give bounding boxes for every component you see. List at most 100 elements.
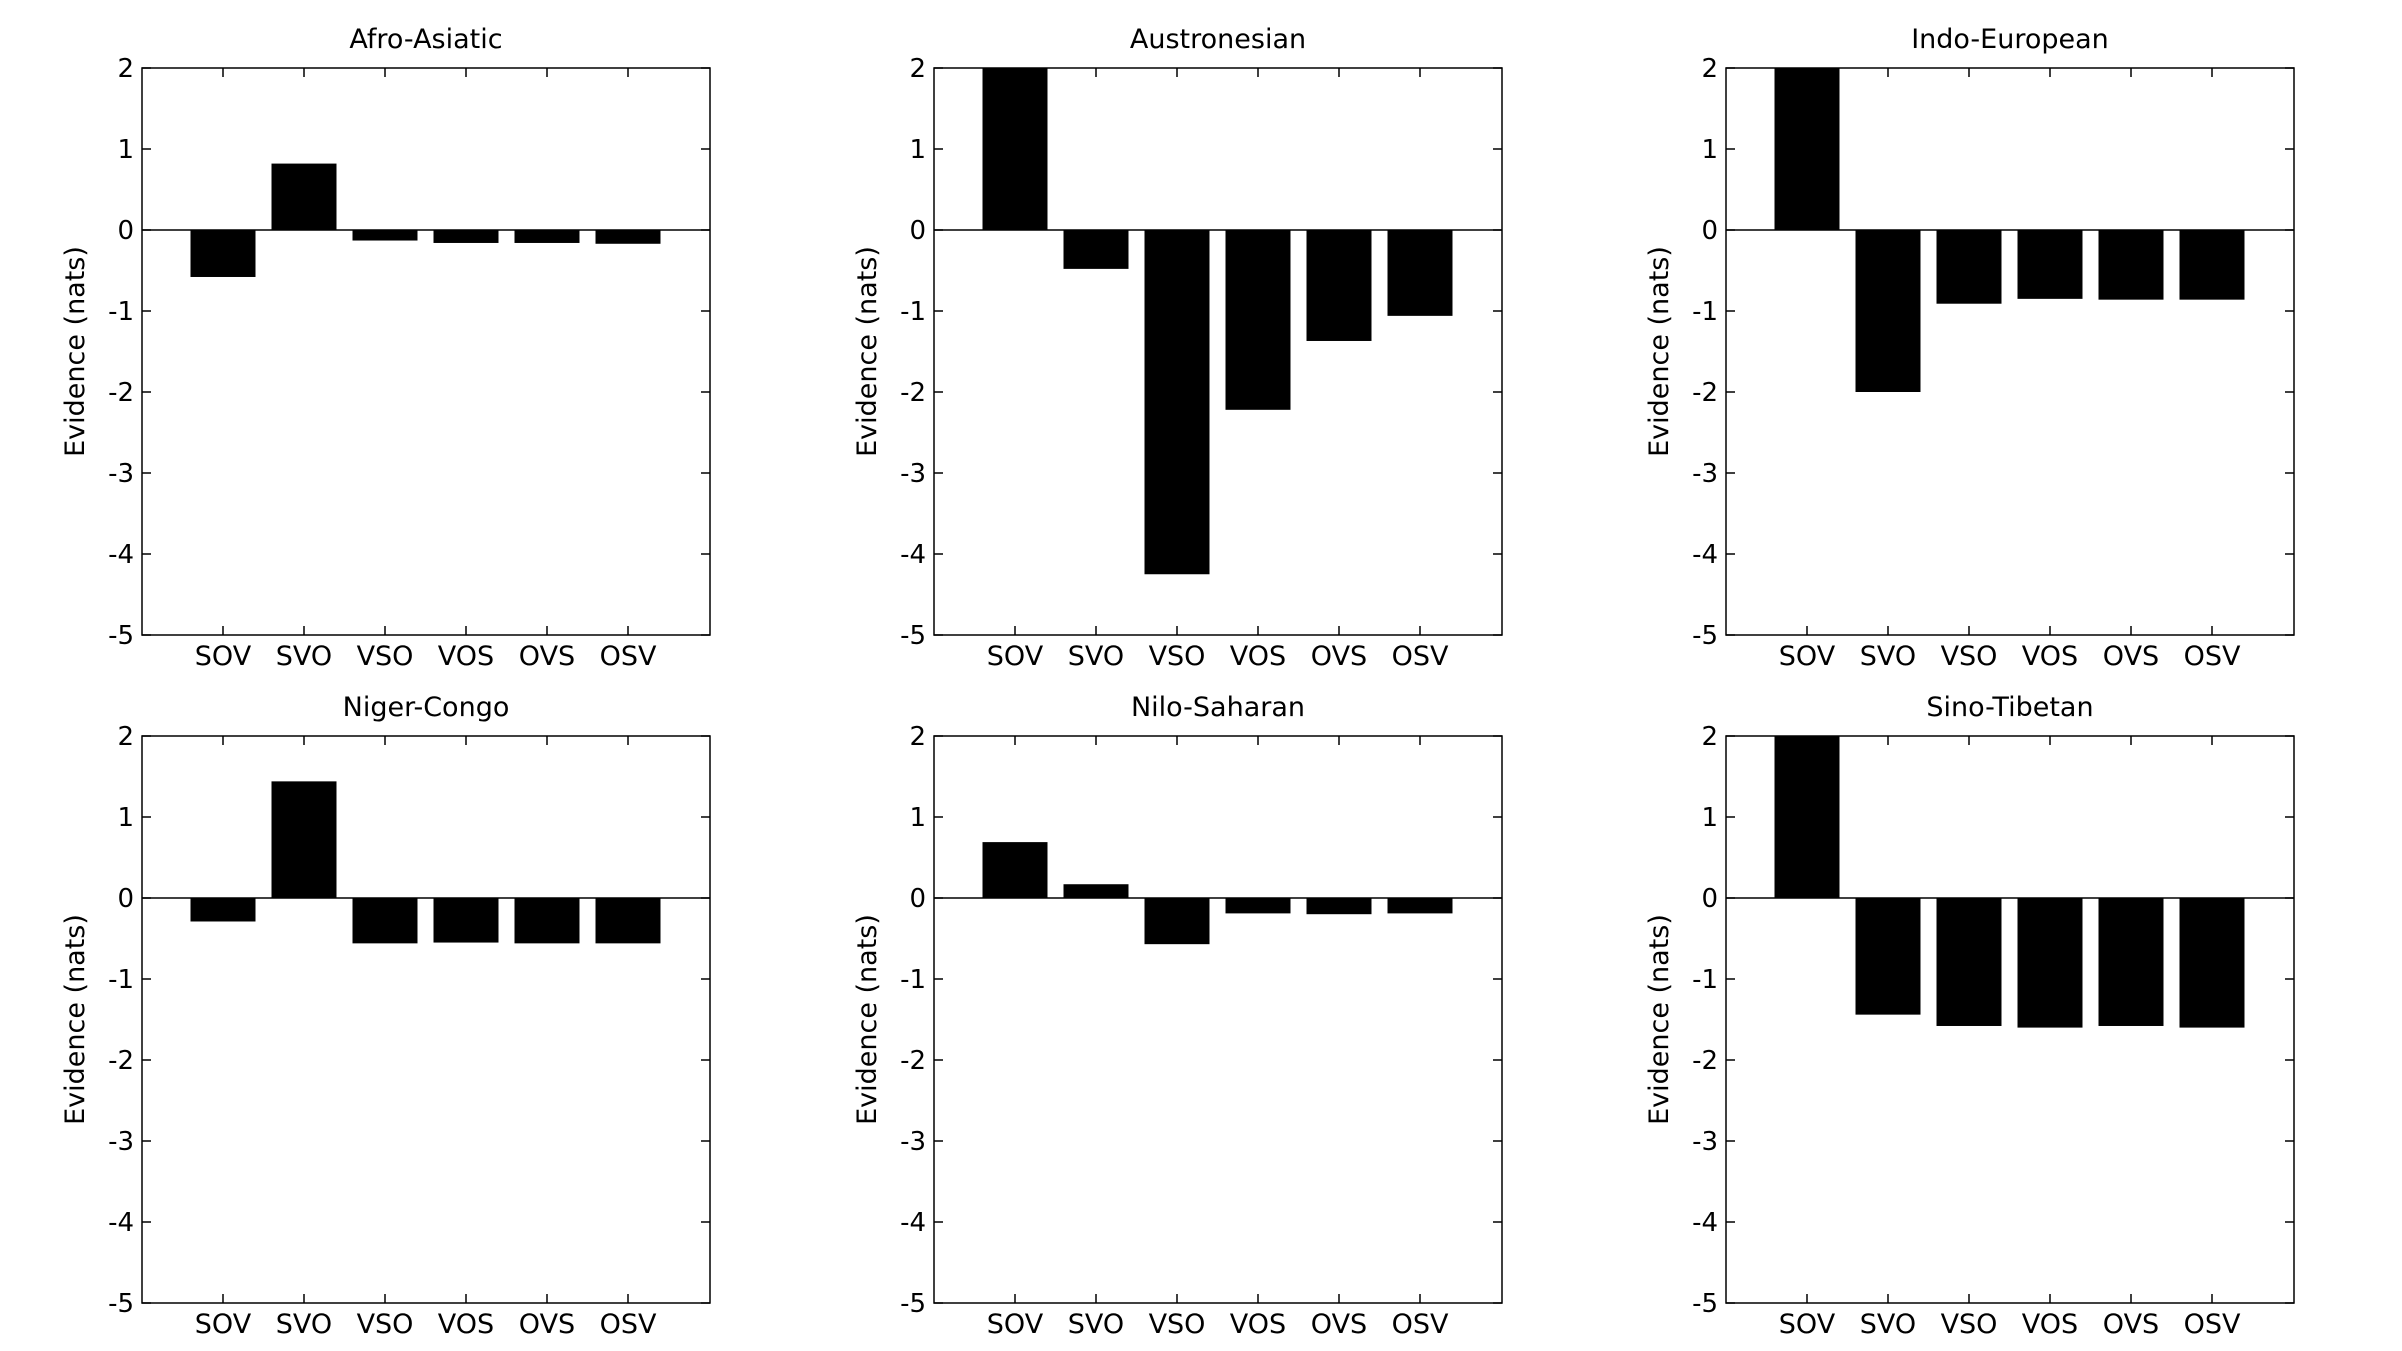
y-tick-label: -5 <box>900 621 926 651</box>
chart-panel: Austronesian 2 1 0 -1 -2 -3 -4 -5 SOV SVO VSO VOS OVS… <box>852 24 1503 672</box>
y-tick-label: -4 <box>108 1208 134 1238</box>
x-tick-label: SVO <box>276 641 332 672</box>
axes-box <box>141 67 711 636</box>
x-tick-label: VSO <box>1149 1309 1206 1340</box>
y-tick-label: 1 <box>1701 135 1718 165</box>
chart-panel: Afro-Asiatic 2 1 0 -1 -2 -3 -4 -5 SOV SVO VSO VOS OVS… <box>60 24 711 672</box>
bar <box>982 68 1048 230</box>
y-tick-label: 0 <box>909 884 926 914</box>
y-tick-label: -3 <box>1692 459 1718 489</box>
axes-box <box>933 735 1503 1304</box>
bar <box>1936 230 2002 304</box>
bar <box>1063 884 1129 898</box>
bar <box>2098 230 2164 300</box>
y-tick-label: -4 <box>108 540 134 570</box>
y-axis-label: Evidence (nats) <box>60 246 91 457</box>
bar <box>352 898 418 944</box>
bar <box>2179 230 2245 300</box>
bar <box>1306 230 1372 341</box>
y-tick-label: 2 <box>909 54 926 84</box>
y-tick-label: 2 <box>117 54 134 84</box>
bar <box>190 898 256 922</box>
chart-title: Afro-Asiatic <box>349 24 502 55</box>
chart-panel: Niger-Congo 2 1 0 -1 -2 -3 -4 -5 SOV SVO VSO VOS OVS O… <box>60 692 711 1340</box>
x-tick-label: SVO <box>276 1309 332 1340</box>
bar <box>1063 230 1129 269</box>
x-tick-label: OSV <box>600 641 657 672</box>
y-tick-label: -4 <box>1692 540 1718 570</box>
chart-title: Indo-European <box>1911 24 2109 55</box>
bar <box>1936 898 2002 1026</box>
bar <box>352 230 418 241</box>
y-tick-label: -2 <box>1692 378 1718 408</box>
x-tick-label: SOV <box>987 1309 1044 1340</box>
bar <box>1225 898 1291 914</box>
y-tick-label: -1 <box>900 965 926 995</box>
axes-box <box>1725 735 2295 1304</box>
y-tick-label: -3 <box>108 459 134 489</box>
bar <box>190 230 256 277</box>
y-axis-label: Evidence (nats) <box>852 246 883 457</box>
x-tick-label: SOV <box>195 1309 252 1340</box>
y-tick-label: 0 <box>117 216 134 246</box>
x-tick-label: VOS <box>438 1309 494 1340</box>
bar <box>2017 230 2083 299</box>
x-tick-label: OVS <box>519 641 575 672</box>
y-tick-label: -5 <box>108 1289 134 1319</box>
bar <box>2098 898 2164 1026</box>
x-tick-label: SOV <box>1779 1309 1836 1340</box>
chart-panel: Nilo-Saharan 2 1 0 -1 -2 -3 -4 -5 SOV SVO VSO VOS OVS… <box>852 692 1503 1340</box>
x-tick-label: OVS <box>1311 641 1367 672</box>
x-tick-label: SVO <box>1068 641 1124 672</box>
bar <box>433 898 499 943</box>
y-tick-label: -5 <box>900 1289 926 1319</box>
x-tick-label: OVS <box>2103 641 2159 672</box>
x-tick-label: SOV <box>195 641 252 672</box>
bar <box>514 230 580 243</box>
bar <box>2179 898 2245 1028</box>
y-tick-label: 1 <box>117 803 134 833</box>
y-tick-label: 2 <box>1701 54 1718 84</box>
y-tick-label: -4 <box>900 540 926 570</box>
x-tick-label: OSV <box>2184 1309 2241 1340</box>
x-tick-label: VSO <box>357 641 414 672</box>
y-tick-label: 1 <box>909 803 926 833</box>
bar <box>1225 230 1291 410</box>
chart-title: Niger-Congo <box>343 692 510 723</box>
bar <box>271 163 337 230</box>
y-tick-label: -1 <box>1692 965 1718 995</box>
axes-box <box>933 67 1503 636</box>
y-tick-label: 2 <box>117 722 134 752</box>
x-tick-label: SOV <box>987 641 1044 672</box>
bar <box>1774 736 1840 898</box>
y-axis-label: Evidence (nats) <box>1644 246 1675 457</box>
x-tick-label: VSO <box>1941 1309 1998 1340</box>
y-tick-label: -2 <box>108 378 134 408</box>
chart-panel: Indo-European 2 1 0 -1 -2 -3 -4 -5 SOV SVO VSO VOS OV… <box>1644 24 2295 672</box>
x-tick-label: OSV <box>600 1309 657 1340</box>
x-tick-label: SVO <box>1068 1309 1124 1340</box>
axes-box <box>1725 67 2295 636</box>
x-tick-label: OVS <box>1311 1309 1367 1340</box>
x-tick-label: SVO <box>1860 641 1916 672</box>
y-tick-label: -1 <box>1692 297 1718 327</box>
axes-box <box>141 735 711 1304</box>
chart-title: Nilo-Saharan <box>1131 692 1305 723</box>
y-tick-label: 1 <box>117 135 134 165</box>
y-tick-label: 1 <box>1701 803 1718 833</box>
y-tick-label: -3 <box>900 459 926 489</box>
x-tick-label: VOS <box>2022 641 2078 672</box>
y-tick-label: -5 <box>1692 1289 1718 1319</box>
bar <box>1855 898 1921 1015</box>
x-tick-label: VOS <box>1230 641 1286 672</box>
x-tick-label: OVS <box>519 1309 575 1340</box>
bar <box>2017 898 2083 1028</box>
x-tick-label: SVO <box>1860 1309 1916 1340</box>
y-tick-label: -2 <box>108 1046 134 1076</box>
y-tick-label: -1 <box>108 965 134 995</box>
y-axis-label: Evidence (nats) <box>60 914 91 1125</box>
bar <box>1774 68 1840 230</box>
y-tick-label: -2 <box>1692 1046 1718 1076</box>
y-axis-label: Evidence (nats) <box>852 914 883 1125</box>
y-tick-label: 1 <box>909 135 926 165</box>
